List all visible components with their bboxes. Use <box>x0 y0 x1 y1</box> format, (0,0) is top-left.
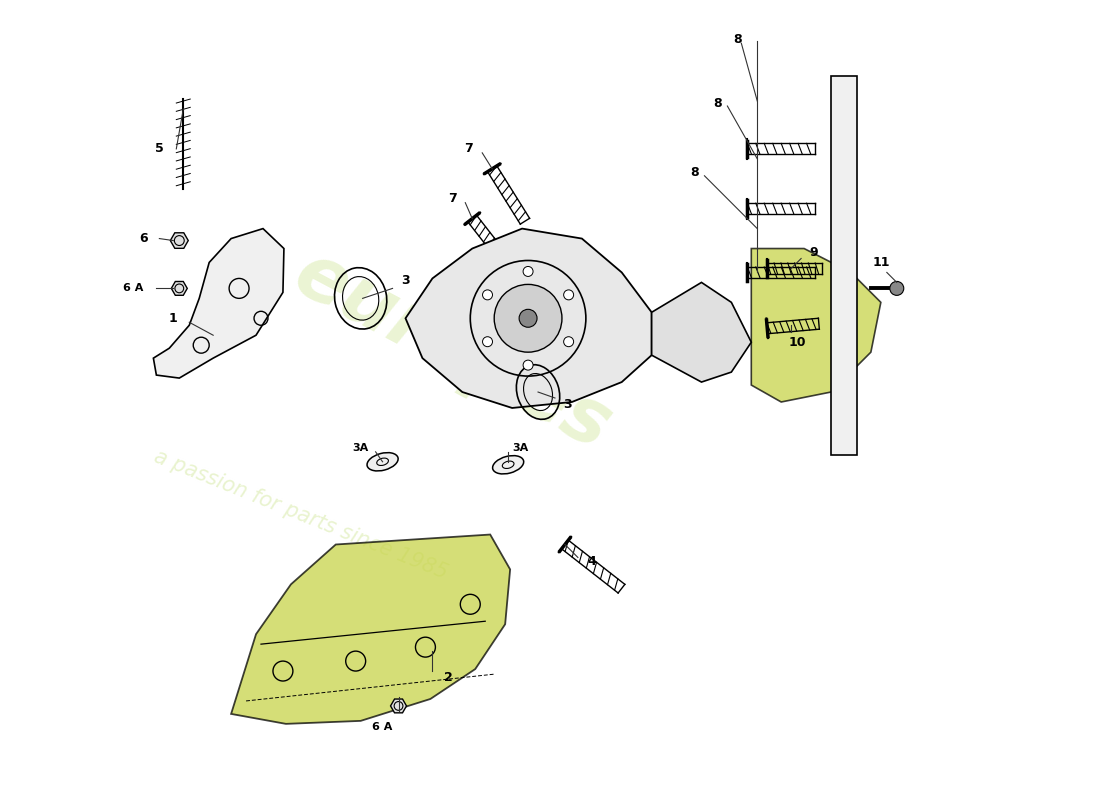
Text: 3: 3 <box>402 274 410 287</box>
Text: 8: 8 <box>713 97 722 110</box>
Polygon shape <box>406 229 651 408</box>
Ellipse shape <box>493 456 524 474</box>
Circle shape <box>563 290 573 300</box>
Polygon shape <box>651 282 751 382</box>
Text: 10: 10 <box>789 336 806 349</box>
Polygon shape <box>830 76 857 455</box>
Text: 8: 8 <box>690 166 698 179</box>
Text: 6 A: 6 A <box>373 722 393 732</box>
Circle shape <box>494 285 562 352</box>
Polygon shape <box>390 699 407 713</box>
Text: 1: 1 <box>169 312 178 325</box>
Text: 6: 6 <box>139 232 147 245</box>
Text: europes: europes <box>280 237 623 466</box>
Text: 3: 3 <box>563 398 572 411</box>
Text: 6 A: 6 A <box>123 283 144 294</box>
Circle shape <box>524 266 534 277</box>
Circle shape <box>483 290 493 300</box>
Polygon shape <box>751 249 881 402</box>
Polygon shape <box>231 534 510 724</box>
Text: 3A: 3A <box>512 443 528 453</box>
Text: 11: 11 <box>872 256 890 269</box>
Text: 7: 7 <box>448 192 456 206</box>
Text: 2: 2 <box>444 670 453 683</box>
Text: 4: 4 <box>587 555 596 568</box>
Ellipse shape <box>367 453 398 471</box>
Polygon shape <box>170 233 188 248</box>
Circle shape <box>483 337 493 346</box>
Text: 8: 8 <box>733 33 741 46</box>
Circle shape <box>563 337 573 346</box>
Circle shape <box>890 282 904 295</box>
Polygon shape <box>172 282 187 295</box>
Text: a passion for parts since 1985: a passion for parts since 1985 <box>152 447 451 583</box>
Circle shape <box>519 310 537 327</box>
Circle shape <box>524 360 534 370</box>
Text: 5: 5 <box>155 142 164 155</box>
Text: 9: 9 <box>810 246 818 259</box>
Text: 7: 7 <box>464 142 473 155</box>
Polygon shape <box>153 229 284 378</box>
Text: 3A: 3A <box>352 443 368 453</box>
